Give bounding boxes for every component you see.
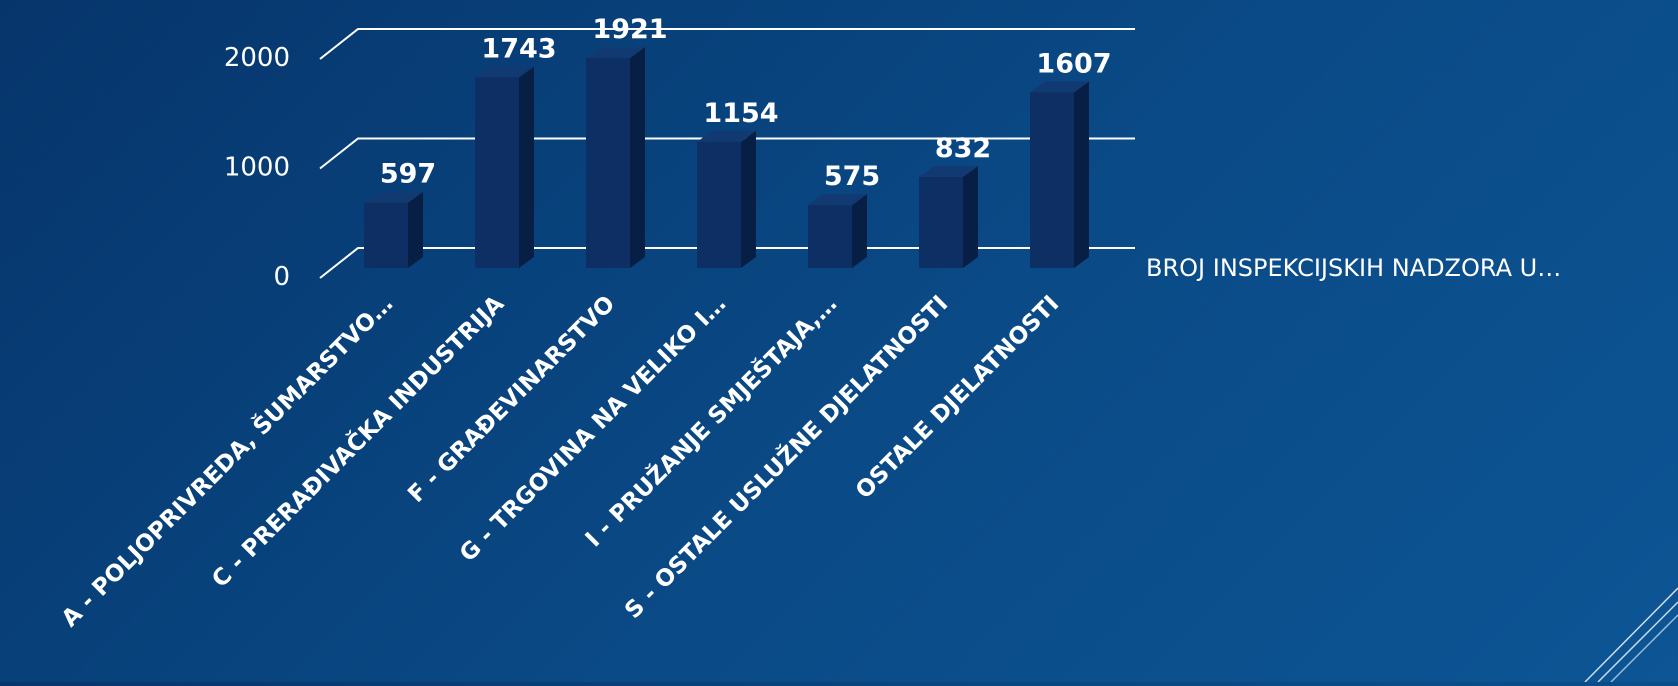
bar (1030, 81, 1089, 269)
bar (697, 130, 756, 268)
bar-top (586, 47, 645, 58)
category-labels: A - POLJOPRIVREDA, ŠUMARSTVO…C - PRERAĐI… (55, 289, 1064, 632)
bar-front (919, 177, 963, 268)
bar-side (630, 47, 645, 268)
gridline (319, 247, 1135, 279)
bar-front (586, 58, 630, 268)
gridline (319, 28, 1135, 60)
data-labels: 597 1743 1921 1154 575 832 1607 (380, 14, 1112, 192)
bar (364, 191, 423, 268)
bar-front (697, 141, 741, 268)
bars (364, 47, 1089, 269)
bar-side (852, 194, 867, 268)
bar-front (475, 77, 519, 268)
y-tick-label: 1000 (224, 153, 290, 183)
bar-top (364, 191, 423, 203)
bar-front (364, 202, 408, 268)
gridlines (319, 28, 1135, 279)
bar-side (408, 191, 423, 268)
data-label: 597 (380, 159, 436, 190)
bar-side (741, 130, 756, 268)
bar-top (808, 194, 867, 206)
category-label: F - GRAĐEVINARSTVO (403, 291, 620, 508)
bar (919, 166, 978, 268)
bar-side (519, 66, 534, 268)
bar-top (475, 66, 534, 78)
bar-front (1030, 92, 1074, 269)
category-label: OSTALE DJELATNOSTI (851, 291, 1064, 504)
legend-entry: BROJ INSPEKCIJSKIH NADZORA U… (1146, 254, 1561, 282)
bar-side (1074, 81, 1089, 269)
bar (475, 66, 534, 268)
bar-top (1030, 81, 1089, 93)
bar-side (963, 166, 978, 268)
bar (808, 194, 867, 268)
data-label: 1921 (592, 14, 667, 45)
data-label: 575 (824, 161, 880, 192)
corner-decoration (1584, 587, 1678, 683)
bar (586, 47, 645, 268)
data-label: 832 (935, 133, 991, 164)
bar-front (808, 205, 852, 268)
y-tick-label: 0 (273, 262, 290, 292)
y-tick-label: 2000 (224, 43, 290, 73)
gridline (319, 137, 1135, 170)
data-label: 1743 (481, 33, 556, 64)
y-axis-ticks: 0 1000 2000 (224, 43, 290, 292)
data-label: 1154 (703, 98, 778, 129)
bar-top (697, 130, 756, 142)
bar-top (919, 166, 978, 178)
data-label: 1607 (1036, 48, 1111, 79)
